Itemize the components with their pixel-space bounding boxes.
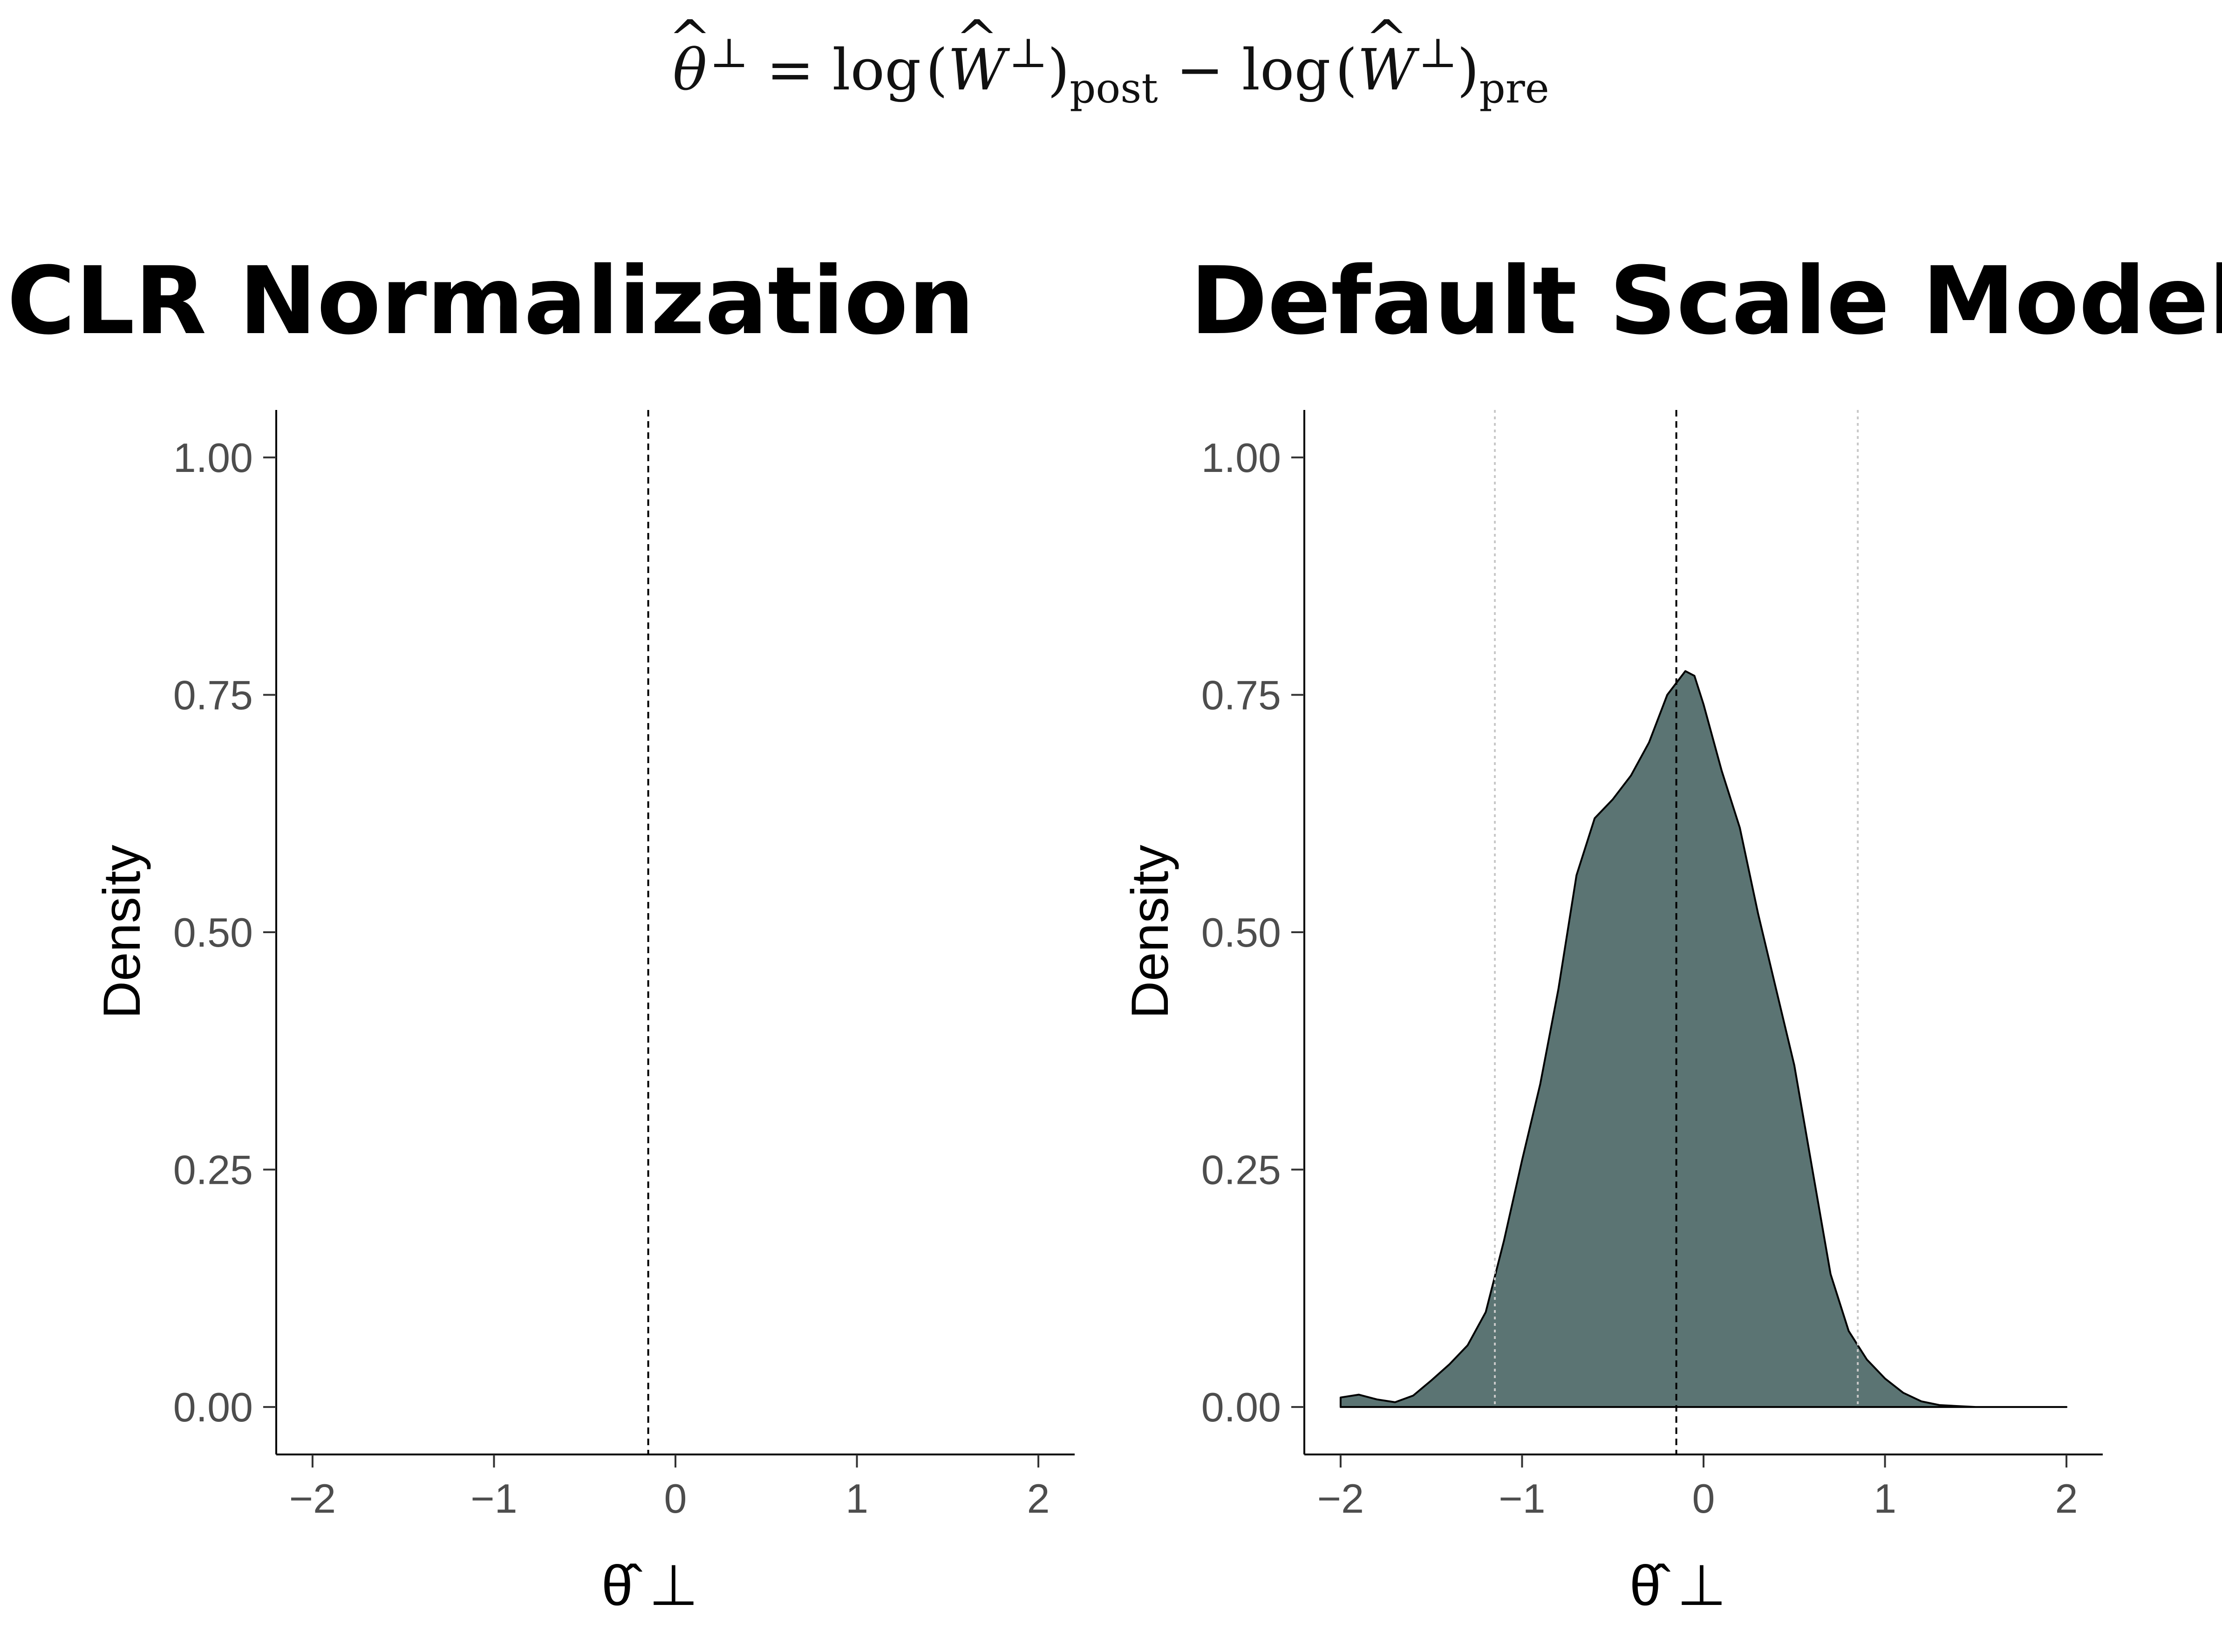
x-tick-label: 1 xyxy=(1874,1475,1896,1522)
y-tick-label: 0.25 xyxy=(173,1147,253,1193)
y-tick-label: 0.50 xyxy=(1201,909,1281,956)
density-area xyxy=(1339,670,2068,1408)
x-tick-label: 1 xyxy=(845,1475,868,1522)
y-tick-label: 0.00 xyxy=(1201,1384,1281,1430)
x-tick-label: −2 xyxy=(1317,1475,1364,1522)
x-tick-label: 0 xyxy=(664,1475,687,1522)
perp-symbol: ⊥ xyxy=(709,28,749,77)
log-function: log xyxy=(832,37,921,103)
open-paren: ( xyxy=(925,37,948,103)
chart-title: CLR Normalization xyxy=(7,247,975,355)
formula: ^ θ ⊥ = log ( ^ W ⊥ ) post − log ( ^ W ⊥ ) … xyxy=(0,8,2222,126)
theta-hat-symbol: ^ θ xyxy=(668,8,711,103)
w-hat-symbol: ^ W xyxy=(1357,8,1416,103)
y-tick-label: 1.00 xyxy=(173,435,253,481)
x-tick-label: −1 xyxy=(470,1475,517,1522)
chart-panel-1: CLR Normalization 0.00 0.25 0.50 0.75 1.00 −2 −… xyxy=(7,247,1075,1617)
minus-sign: − xyxy=(1176,37,1224,103)
open-paren: ( xyxy=(1335,37,1357,103)
y-tick-label: 0.50 xyxy=(173,909,253,956)
y-tick-label: 1.00 xyxy=(1201,435,1281,481)
close-paren: ) xyxy=(1457,37,1479,103)
y-tick-label: 0.00 xyxy=(173,1384,253,1430)
chart-panel-2: Default Scale Model 0.00 0.25 0.50 0.75 1.00 −… xyxy=(1121,247,2222,1617)
y-tick-label: 0.75 xyxy=(1201,672,1281,718)
y-axis-label: Density xyxy=(93,845,151,1018)
x-tick-label: 0 xyxy=(1692,1475,1715,1522)
close-paren: ) xyxy=(1047,37,1070,103)
y-tick-label: 0.25 xyxy=(1201,1147,1281,1193)
w-hat-symbol: ^ W xyxy=(947,8,1006,103)
subscript-post: post xyxy=(1070,64,1158,113)
perp-symbol: ⊥ xyxy=(1418,28,1457,77)
y-tick-label: 0.75 xyxy=(173,672,253,718)
y-axis-label: Density xyxy=(1121,845,1179,1018)
x-tick-label: 2 xyxy=(2055,1475,2078,1522)
x-tick-label: 2 xyxy=(1027,1475,1050,1522)
x-tick-label: −2 xyxy=(289,1475,336,1522)
x-axis-label: θ̂ ⊥ xyxy=(1629,1554,1726,1617)
log-function: log xyxy=(1241,37,1331,103)
subscript-pre: pre xyxy=(1479,64,1549,113)
x-tick-label: −1 xyxy=(1499,1475,1545,1522)
x-axis-label: θ̂ ⊥ xyxy=(601,1554,698,1617)
chart-title: Default Scale Model xyxy=(1190,247,2222,355)
equals-sign: = xyxy=(766,37,814,103)
perp-symbol: ⊥ xyxy=(1009,28,1048,77)
